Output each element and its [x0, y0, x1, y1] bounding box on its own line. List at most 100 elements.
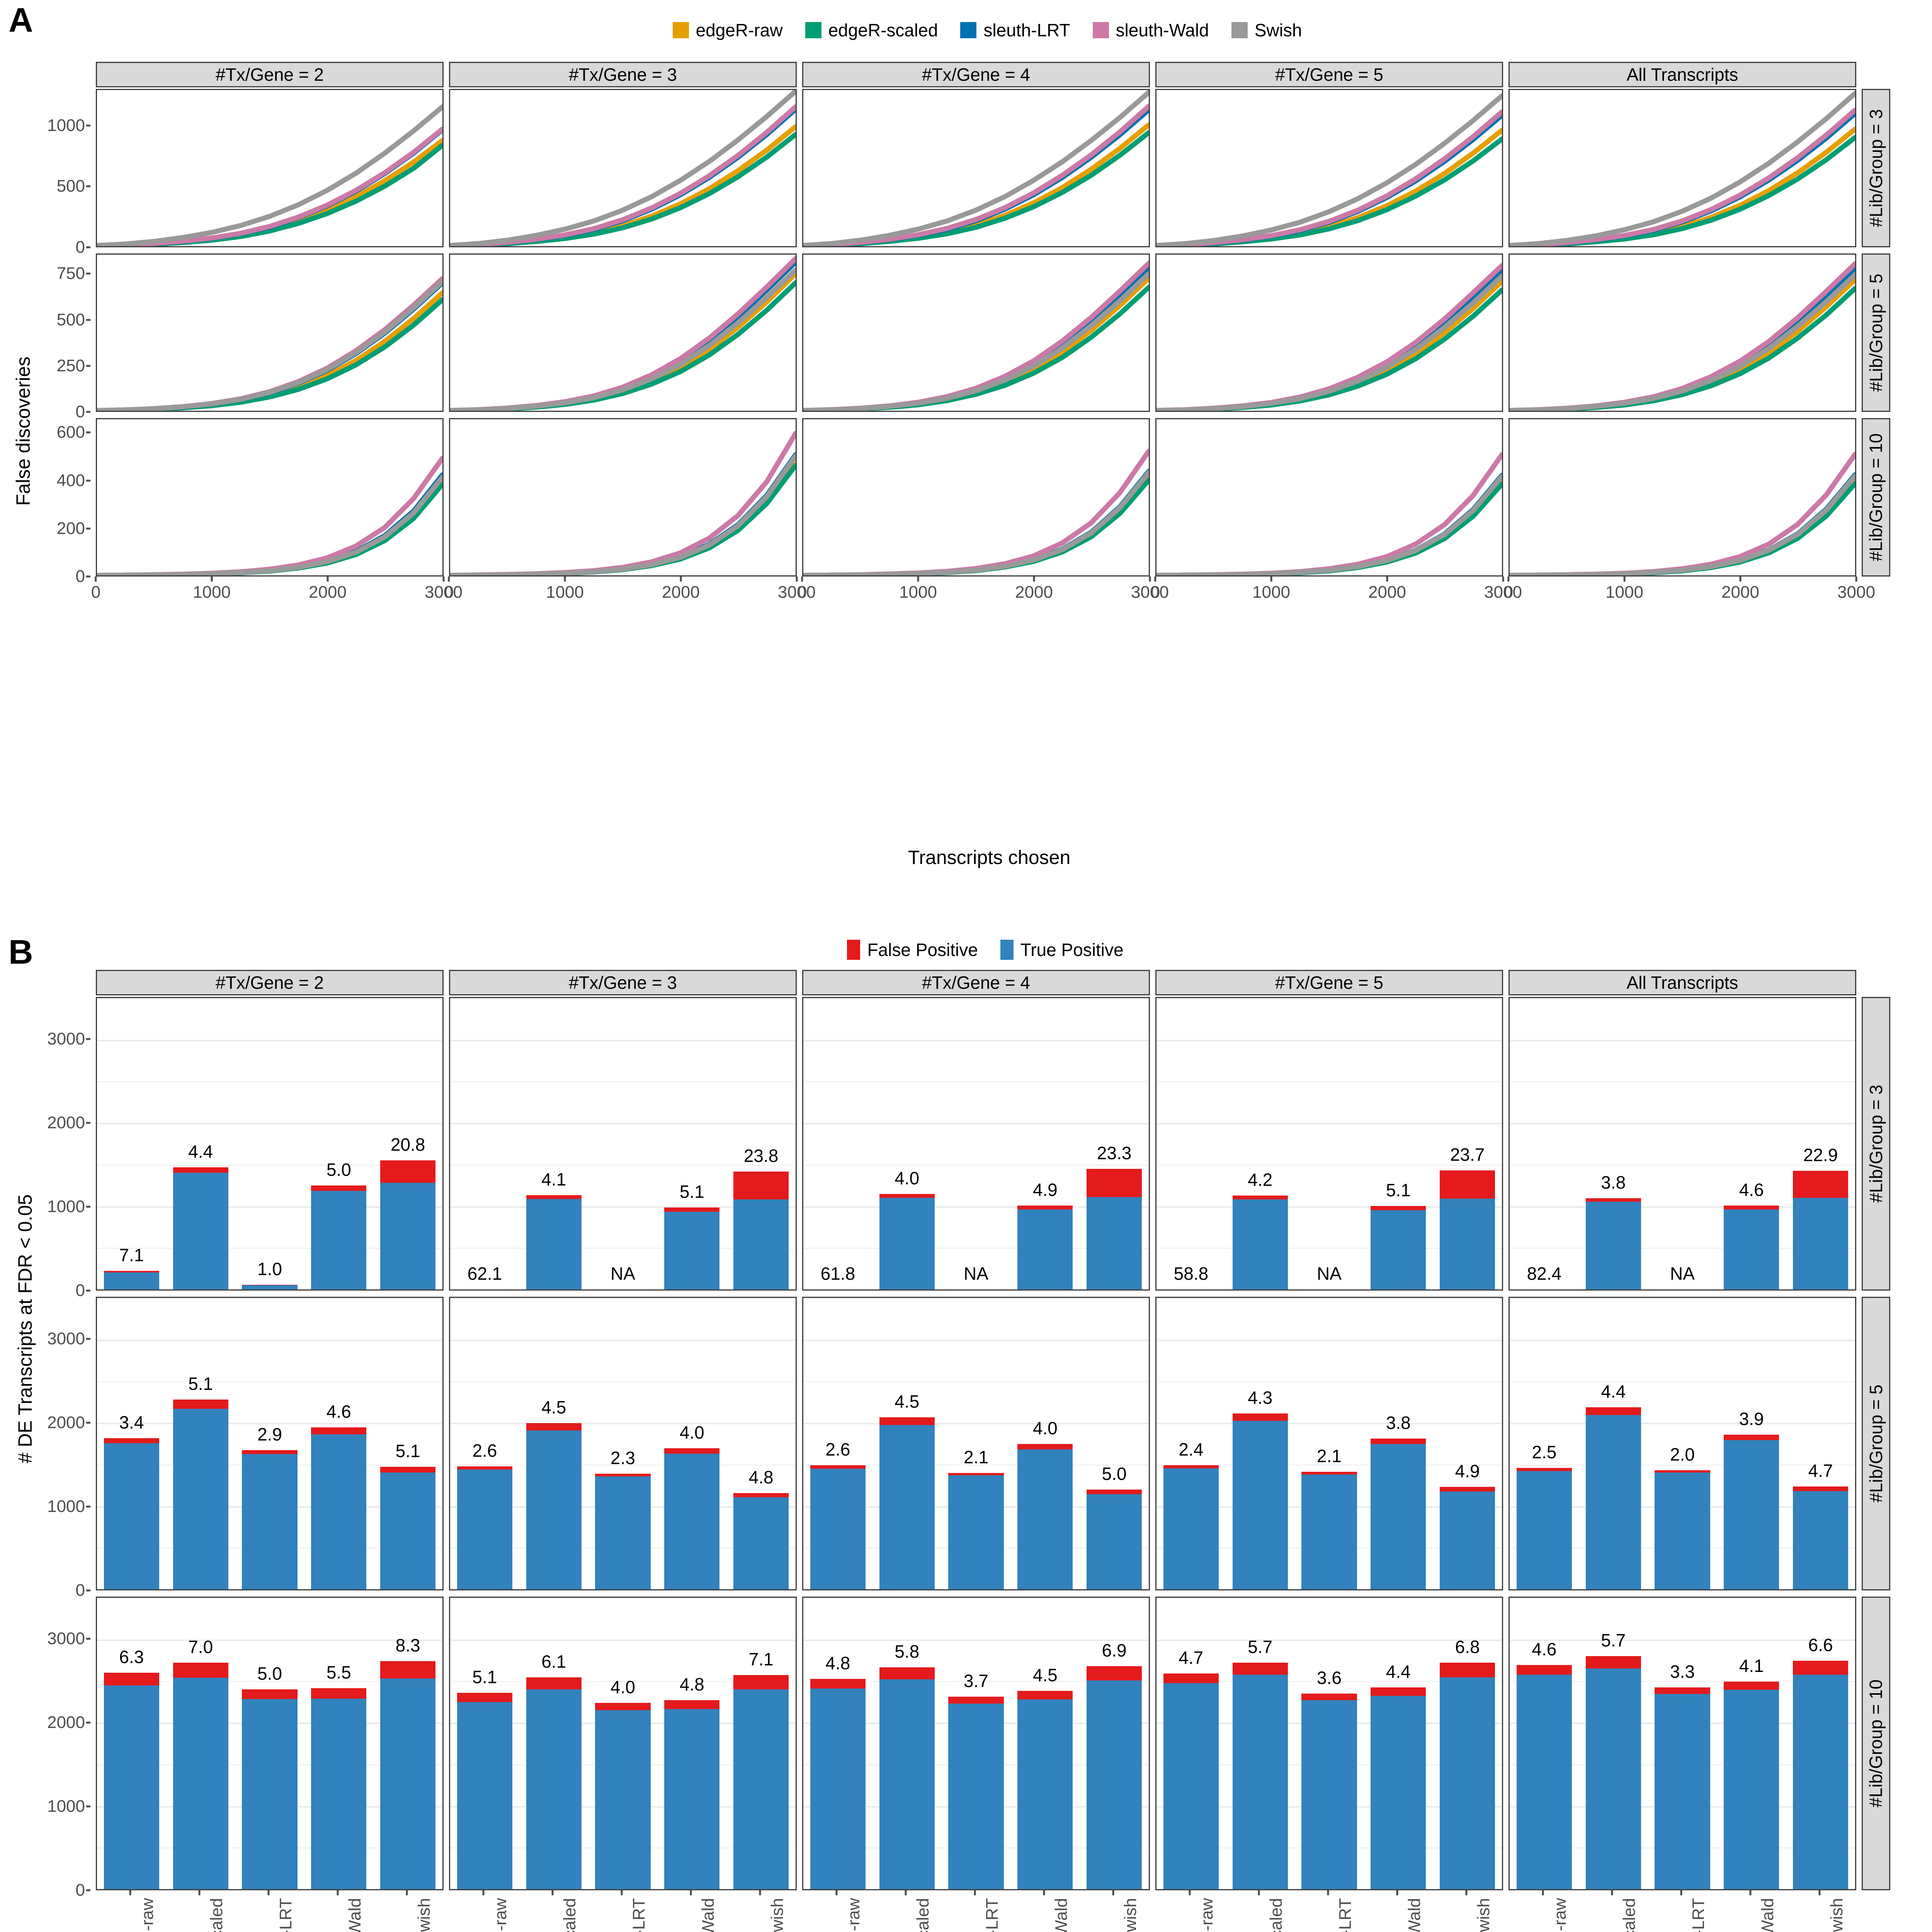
gridline: [803, 1464, 1149, 1466]
panel-a-x-tick: 0: [1150, 583, 1160, 602]
panel-b-y-tick: 3000: [47, 1029, 85, 1048]
bar-segment-false-positive: [1017, 1690, 1073, 1699]
bar-segment-false-positive: [380, 1160, 436, 1183]
panel-b-x-tick: edgeR-scaled: [1267, 1898, 1286, 1932]
panel-a-y-tick: 1000: [47, 116, 85, 135]
bar-value-label: 3.4: [119, 1412, 144, 1432]
bar-stacked: [1440, 1663, 1495, 1889]
x-tick-mark: [1258, 1890, 1260, 1895]
panel-a-row-strip: #Lib/Group = 3: [1862, 89, 1890, 247]
bar-stacked: [664, 1207, 720, 1289]
bar-segment-false-positive: [1724, 1681, 1779, 1690]
bar-value-label: 4.4: [1386, 1662, 1411, 1682]
bar-value-label: 4.8: [825, 1653, 850, 1673]
gridline: [97, 1289, 442, 1291]
bar-segment-false-positive: [1301, 1472, 1357, 1475]
panel-a-x-tick: 2000: [1721, 583, 1759, 602]
panel-b-y-tick: 0: [75, 1881, 85, 1900]
bar-value-label: 4.3: [1248, 1388, 1273, 1408]
gridline: [450, 1639, 796, 1641]
bar-value-label: 2.4: [1179, 1439, 1204, 1460]
panel-a-x-axis-title: Transcripts chosen: [908, 847, 1071, 868]
bar-stacked: [810, 1679, 866, 1889]
gridline: [1510, 1289, 1855, 1291]
gridline: [97, 1039, 442, 1041]
panel-b-x-tick: edgeR-raw: [138, 1898, 157, 1932]
gridline: [803, 1248, 1149, 1249]
gridline: [450, 1289, 796, 1291]
bar-value-label: 22.9: [1803, 1145, 1838, 1165]
bar-stacked: [1585, 1656, 1641, 1889]
panel-b-y-tick: 2000: [47, 1413, 85, 1432]
bar-value-label: 4.5: [1032, 1665, 1058, 1685]
panel-b-x-tick: edgeR-scaled: [560, 1898, 580, 1932]
bar-stacked: [1655, 1470, 1710, 1589]
panel-a-line-chart: [450, 256, 796, 411]
panel-a-facet-grid: #Tx/Gene = 2 #Tx/Gene = 3 #Tx/Gene = 4 #Tx/…: [0, 0, 1932, 927]
bar-stacked: [457, 1692, 512, 1889]
gridline: [1156, 1423, 1502, 1425]
panel-b-x-axis: edgeR-raw edgeR-scaled sleuth-LRT sleuth-Wa…: [802, 1890, 1150, 1932]
gridline: [1510, 1339, 1855, 1341]
panel-b-x-tick: sleuth-Wald: [345, 1898, 365, 1932]
panel-a-cell: [449, 253, 797, 412]
bar-segment-false-positive: [1163, 1673, 1219, 1683]
gridline: [450, 1039, 796, 1041]
panel-a-cell: [802, 89, 1150, 247]
gridline: [1510, 1598, 1855, 1599]
gridline: [1510, 1298, 1855, 1299]
gridline: [450, 998, 796, 999]
gridline: [1156, 1206, 1502, 1208]
gridline: [450, 1423, 796, 1425]
gridline: [803, 1681, 1149, 1682]
panel-a-cell: [96, 253, 444, 412]
legend-key-edger-scaled: [805, 22, 821, 38]
bar-value-label: NA: [1670, 1264, 1695, 1284]
bar-stacked: [242, 1689, 298, 1889]
panel-a-cell: [1509, 89, 1856, 247]
line-series-swish: [1510, 272, 1855, 411]
bar-segment-false-positive: [1163, 1465, 1219, 1468]
panel-a-x-tick: 1000: [193, 583, 231, 602]
bar-segment-false-positive: [595, 1703, 651, 1710]
bar-value-label: 4.5: [895, 1391, 920, 1412]
panel-a-cell: [1155, 418, 1503, 577]
legend-label: False Positive: [867, 940, 978, 960]
bar-stacked: [1724, 1206, 1779, 1289]
bar-segment-false-positive: [879, 1417, 935, 1425]
gridline: [450, 1248, 796, 1249]
x-tick-mark: [267, 1890, 270, 1895]
bar-segment-false-positive: [1087, 1490, 1142, 1495]
gridline: [450, 1123, 796, 1125]
legend-label: edgeR-scaled: [828, 20, 938, 40]
line-series-swish: [450, 453, 796, 575]
gridline: [1156, 1589, 1502, 1590]
bar-segment-false-positive: [104, 1672, 159, 1686]
panel-b-letter: B: [9, 933, 33, 971]
panel-b-y-tick: 2000: [47, 1113, 85, 1132]
bar-segment-false-positive: [1585, 1407, 1641, 1415]
bar-segment-false-positive: [595, 1474, 651, 1477]
panel-a-y-tick: 0: [75, 238, 85, 257]
legend-label: Swish: [1254, 20, 1302, 40]
bar-stacked: [311, 1427, 367, 1589]
gridline: [450, 1339, 796, 1341]
x-tick-mark: [905, 1890, 907, 1895]
bar-segment-false-positive: [810, 1679, 866, 1689]
x-tick-mark: [1043, 1890, 1045, 1895]
bar-value-label: NA: [964, 1264, 988, 1284]
bar-value-label: 62.1: [467, 1264, 502, 1284]
gridline: [97, 1381, 442, 1383]
panel-a-cell: [96, 418, 444, 577]
bar-stacked: [526, 1195, 582, 1289]
panel-a-line-chart: [97, 276, 442, 411]
x-tick-mark: [1542, 1890, 1544, 1895]
panel-a-x-tick: 3000: [425, 583, 463, 602]
gridline: [803, 1639, 1149, 1641]
gridline: [803, 1381, 1149, 1383]
bar-segment-false-positive: [664, 1207, 720, 1212]
bar-value-label: 2.3: [611, 1448, 635, 1468]
panel-b-cell: 2.6 4.5 2.3 4.0 4.8: [449, 1297, 797, 1590]
x-tick-mark: [1818, 1890, 1821, 1895]
bar-value-label: 4.4: [1601, 1381, 1626, 1401]
